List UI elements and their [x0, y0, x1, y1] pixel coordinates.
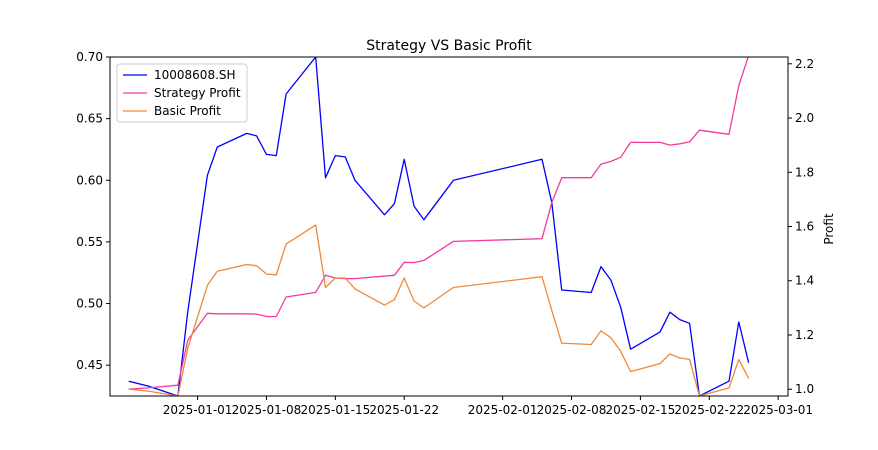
legend: 10008608.SH Strategy Profit Basic Profit — [116, 63, 248, 123]
x-tick-label: 2025-02-08 — [537, 403, 607, 417]
y-right-tick-label: 1.0 — [795, 382, 814, 396]
plot-area — [128, 57, 750, 396]
series-line-10008608-sh — [128, 57, 750, 396]
y-left-tick-label: 0.60 — [76, 173, 103, 187]
y-right-tick-label: 1.4 — [795, 274, 814, 288]
y-left-tick-label: 0.70 — [76, 50, 103, 64]
x-tick-label: 2025-01-01 — [163, 403, 233, 417]
plot-frame — [109, 56, 789, 397]
x-tick-label: 2025-02-15 — [606, 403, 676, 417]
y-left-tick-label: 0.55 — [76, 235, 103, 249]
y-axis-right-label: Profit — [822, 213, 836, 245]
x-tick-label: 2025-01-22 — [369, 403, 439, 417]
x-tick-label: 2025-02-01 — [468, 403, 538, 417]
x-tick-label: 2025-01-08 — [232, 403, 302, 417]
x-axis: 2025-01-01 2025-01-08 2025-01-15 2025-01-22… — [163, 396, 813, 417]
y-right-tick-label: 1.6 — [795, 220, 814, 234]
chart-title: Strategy VS Basic Profit — [366, 38, 532, 54]
legend-label: Basic Profit — [154, 104, 221, 118]
y-right-tick-label: 2.2 — [795, 57, 814, 71]
y-left-tick-label: 0.45 — [76, 358, 103, 372]
x-tick-label: 2025-02-22 — [674, 403, 744, 417]
y-right-tick-label: 1.2 — [795, 328, 814, 342]
x-tick-label: 2025-03-01 — [743, 403, 813, 417]
x-tick-label: 2025-01-15 — [300, 403, 370, 417]
y-axis-right: 1.0 1.2 1.4 1.6 1.8 2.0 2.2 — [788, 57, 814, 396]
series-line-strategy-profit — [128, 57, 749, 390]
legend-box — [116, 63, 248, 123]
y-axis-left: 0.45 0.50 0.55 0.60 0.65 0.70 — [76, 50, 110, 372]
y-right-tick-label: 2.0 — [795, 111, 814, 125]
y-left-tick-label: 0.50 — [76, 297, 103, 311]
y-right-tick-label: 1.8 — [795, 165, 814, 179]
y-left-tick-label: 0.65 — [76, 112, 103, 126]
series-line-basic-profit — [128, 224, 750, 396]
legend-label: Strategy Profit — [154, 86, 241, 100]
legend-label: 10008608.SH — [154, 68, 236, 82]
